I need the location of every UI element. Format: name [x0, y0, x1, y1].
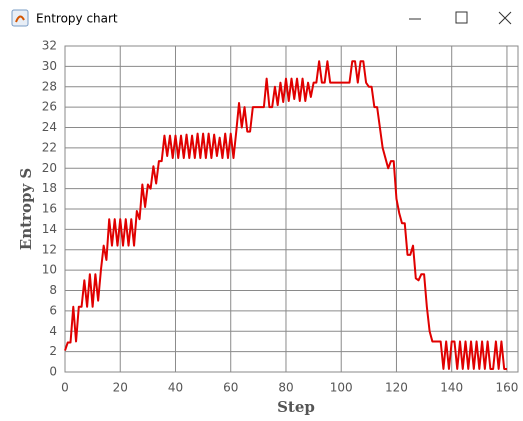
y-tick-label: 20: [42, 161, 57, 175]
x-tick-label: 0: [61, 381, 69, 395]
minimize-button[interactable]: [395, 2, 435, 34]
x-axis-label: Step: [277, 398, 315, 416]
y-tick-label: 22: [42, 140, 57, 154]
plot-border: [64, 45, 519, 373]
y-tick-label: 18: [42, 181, 57, 195]
x-tick-label: 100: [330, 381, 353, 395]
entropy-line: [64, 60, 507, 370]
x-tick-label: 20: [113, 381, 128, 395]
y-tick-label: 24: [42, 120, 57, 134]
maximize-button[interactable]: [441, 2, 481, 34]
y-tick-label: 8: [49, 283, 57, 297]
y-tick-label: 26: [42, 100, 57, 114]
y-axis-label: Entropy S: [17, 168, 35, 250]
y-tick-label: 6: [49, 303, 57, 317]
y-tick-label: 10: [42, 263, 57, 277]
y-tick-label: 2: [49, 344, 57, 358]
y-tick-label: 4: [49, 324, 57, 338]
y-tick-label: 32: [42, 39, 57, 53]
app-icon: [11, 9, 29, 27]
x-tick-label: 160: [495, 381, 518, 395]
y-tick-label: 14: [42, 222, 57, 236]
x-tick-label: 140: [440, 381, 463, 395]
y-tick-label: 0: [49, 365, 57, 379]
y-tick-label: 30: [42, 59, 57, 73]
x-tick-label: 120: [385, 381, 408, 395]
close-button[interactable]: [486, 2, 523, 34]
y-tick-label: 28: [42, 79, 57, 93]
x-tick-label: 40: [168, 381, 183, 395]
x-tick-label: 60: [223, 381, 238, 395]
window-title: Entropy chart: [36, 12, 118, 26]
x-tick-label: 80: [278, 381, 293, 395]
y-tick-label: 16: [42, 202, 57, 216]
y-tick-label: 12: [42, 242, 57, 256]
